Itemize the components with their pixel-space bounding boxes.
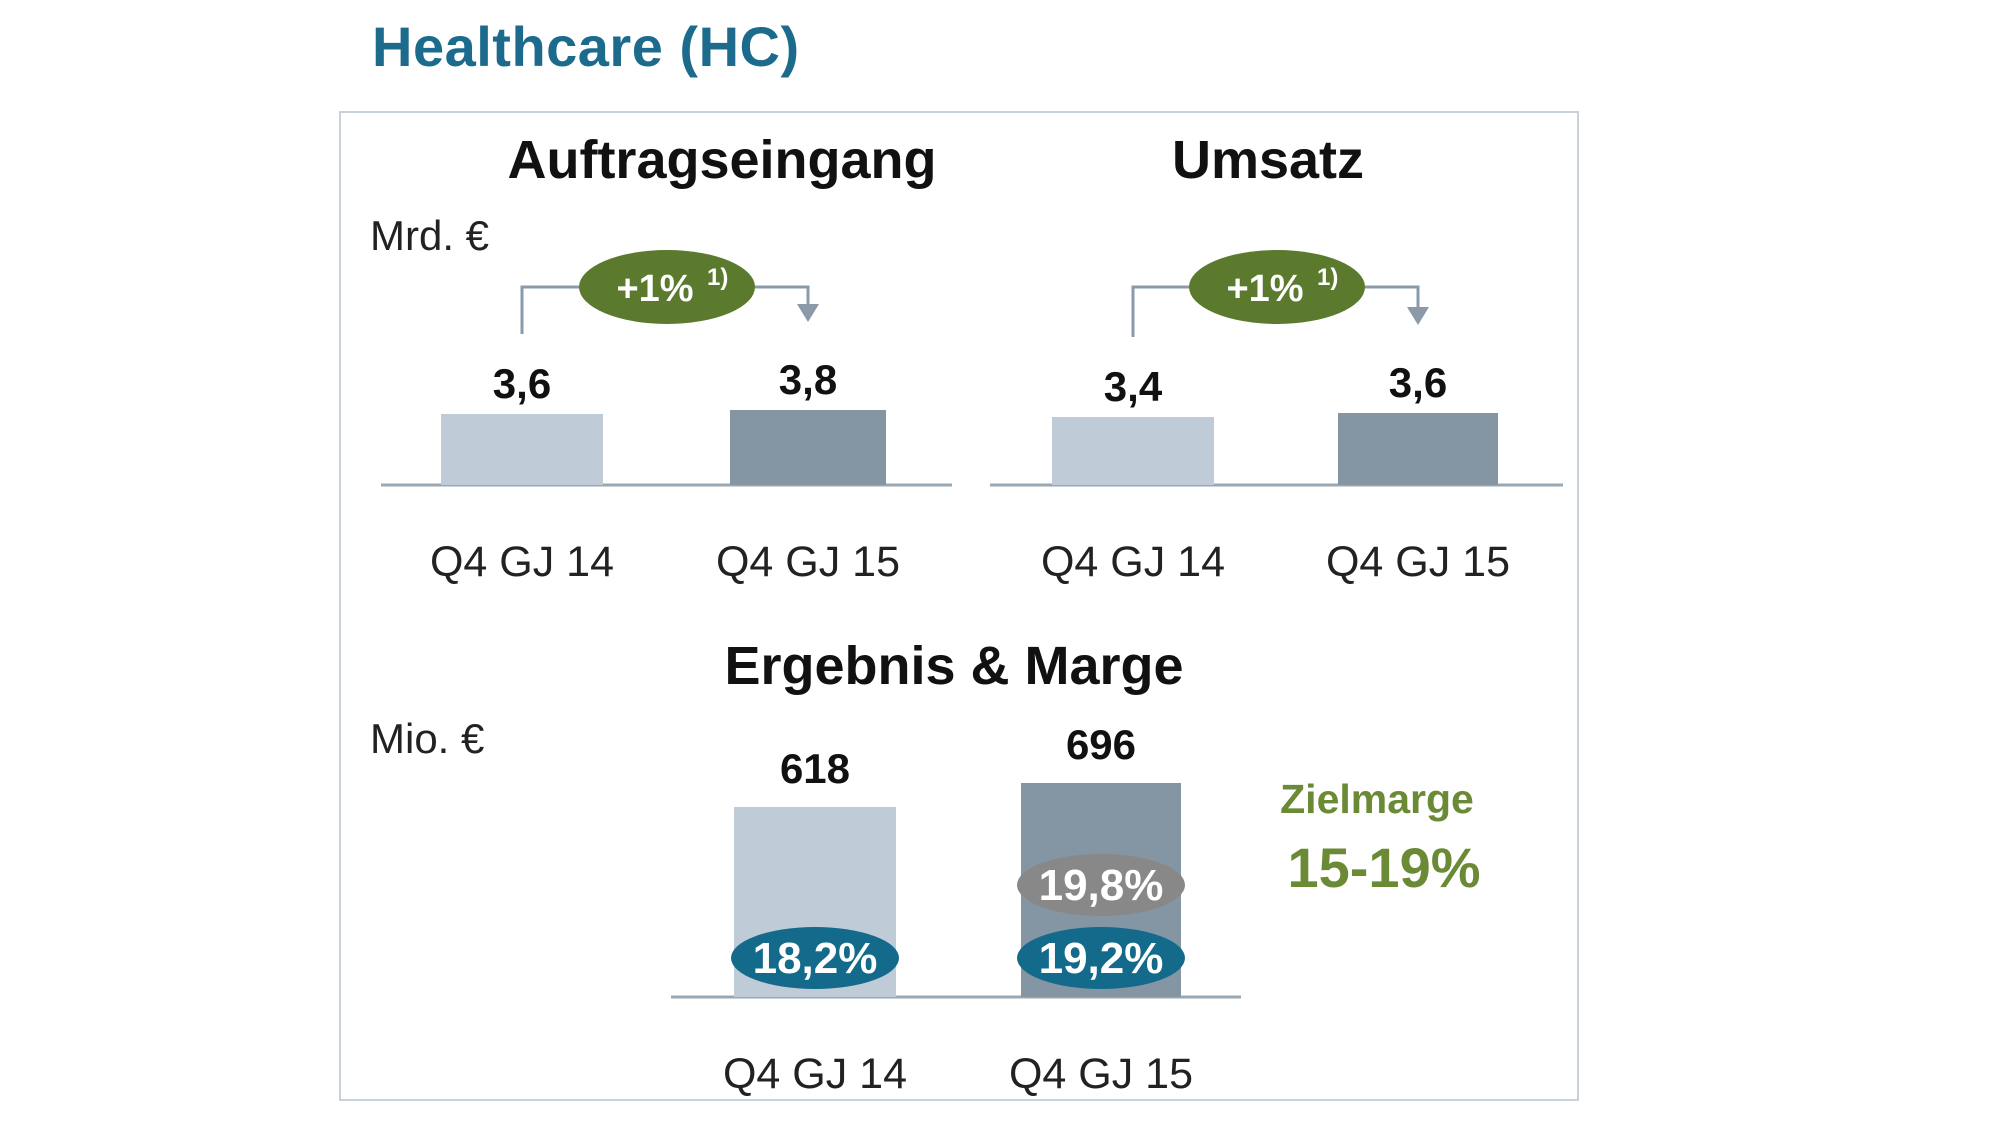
bar-q4-gj-14 bbox=[1052, 417, 1214, 485]
bar-value-label: 3,6 bbox=[1389, 359, 1447, 406]
bar-value-label: 3,8 bbox=[779, 356, 837, 403]
chart-panel bbox=[339, 111, 1579, 1101]
growth-arrow-head bbox=[1407, 307, 1429, 325]
x-tick-label: Q4 GJ 14 bbox=[723, 1050, 907, 1098]
unit-label: Mrd. € bbox=[370, 212, 489, 259]
bar-value-label: 618 bbox=[780, 745, 850, 792]
bar-value-label: 3,6 bbox=[493, 360, 551, 407]
chart-title: Ergebnis & Marge bbox=[724, 636, 1183, 696]
bar-q4-gj-14 bbox=[441, 413, 603, 485]
x-tick-label: Q4 GJ 14 bbox=[430, 538, 614, 586]
bar-q4-gj-15 bbox=[1338, 413, 1498, 485]
growth-badge bbox=[579, 250, 755, 324]
growth-arrow-head bbox=[797, 304, 819, 322]
growth-badge-footnote: 1) bbox=[707, 264, 728, 291]
bar-q4-gj-15 bbox=[730, 410, 886, 485]
unit-label: Mio. € bbox=[370, 715, 484, 762]
page-title: Healthcare (HC) bbox=[372, 15, 800, 78]
growth-badge-label: +1% bbox=[1226, 268, 1303, 310]
chart-title: Auftragseingang bbox=[507, 130, 936, 190]
x-tick-label: Q4 GJ 15 bbox=[1326, 538, 1510, 586]
growth-badge-footnote: 1) bbox=[1317, 264, 1338, 291]
chart-title: Umsatz bbox=[1172, 130, 1364, 190]
margin-badge-secondary bbox=[1017, 854, 1185, 916]
x-tick-label: Q4 GJ 15 bbox=[1009, 1050, 1193, 1098]
margin-badge-label: 19,2% bbox=[1039, 934, 1164, 983]
target-margin-label: Zielmarge bbox=[1280, 776, 1474, 822]
bar-value-label: 696 bbox=[1066, 721, 1136, 768]
margin-badge-label: 18,2% bbox=[753, 934, 878, 983]
bar-value-label: 3,4 bbox=[1104, 363, 1163, 410]
margin-badge bbox=[731, 927, 899, 989]
target-margin-value: 15-19% bbox=[1287, 836, 1480, 899]
margin-badge-secondary-label: 19,8% bbox=[1039, 861, 1164, 910]
x-tick-label: Q4 GJ 14 bbox=[1041, 538, 1225, 586]
x-tick-label: Q4 GJ 15 bbox=[716, 538, 900, 586]
margin-badge bbox=[1017, 927, 1185, 989]
growth-badge-label: +1% bbox=[616, 268, 693, 310]
growth-badge bbox=[1189, 250, 1365, 324]
